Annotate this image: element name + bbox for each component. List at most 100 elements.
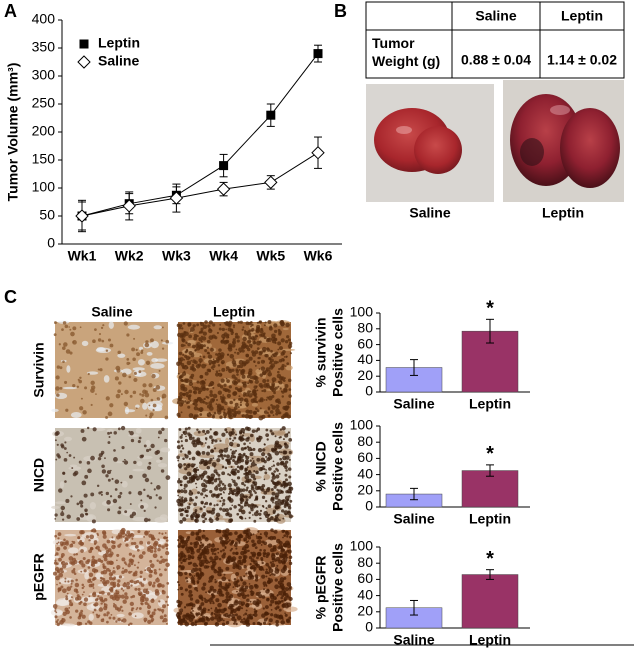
texture: [216, 517, 218, 519]
texture: [183, 322, 186, 325]
texture: [253, 481, 255, 483]
texture: [155, 517, 168, 523]
texture: [232, 358, 234, 360]
texture: [209, 510, 212, 513]
micrograph-row-label: pEGFR: [31, 553, 47, 600]
texture: [61, 570, 64, 573]
texture: [124, 459, 126, 461]
texture: [236, 488, 240, 492]
texture: [236, 591, 238, 593]
texture: [158, 544, 162, 548]
texture: [113, 567, 115, 569]
texture: [287, 504, 291, 508]
texture: [61, 562, 63, 564]
texture: [161, 469, 164, 472]
texture: [207, 325, 210, 328]
y-tick-label: 50: [39, 207, 55, 223]
texture: [235, 387, 238, 390]
y-axis-label: Positive cells: [330, 422, 346, 511]
texture: [80, 549, 84, 553]
texture: [139, 554, 144, 559]
texture: [54, 610, 56, 612]
texture: [75, 583, 79, 587]
texture: [91, 404, 93, 406]
texture: [226, 379, 230, 383]
texture: [121, 588, 123, 590]
texture: [289, 342, 292, 345]
texture: [185, 427, 188, 430]
texture: [212, 462, 217, 467]
texture: [68, 326, 70, 328]
texture: [277, 499, 280, 502]
texture: [217, 353, 221, 357]
texture: [264, 471, 267, 474]
texture: [227, 394, 231, 398]
texture: [232, 566, 235, 569]
texture: [245, 455, 247, 457]
texture: [224, 547, 226, 549]
texture: [249, 357, 253, 361]
texture: [141, 454, 144, 457]
texture: [146, 361, 150, 365]
texture: [179, 608, 183, 612]
texture: [88, 373, 90, 375]
texture: [101, 340, 104, 343]
texture: [199, 409, 202, 412]
texture: [143, 578, 146, 581]
texture: [258, 513, 261, 516]
texture: [244, 447, 247, 450]
texture: [62, 346, 66, 350]
texture: [182, 372, 186, 376]
texture: [230, 549, 232, 551]
texture: [59, 582, 61, 584]
texture: [188, 351, 192, 355]
texture: [214, 581, 216, 583]
texture: [163, 618, 168, 623]
texture: [113, 457, 118, 462]
x-tick-label: Saline: [393, 396, 434, 412]
texture: [69, 616, 72, 619]
texture: [278, 502, 282, 506]
texture: [71, 596, 73, 598]
texture: [109, 436, 111, 438]
texture: [238, 556, 242, 560]
texture: [208, 609, 210, 611]
texture: [253, 411, 257, 415]
texture: [216, 403, 218, 405]
texture: [79, 622, 83, 626]
texture: [130, 503, 132, 505]
texture: [164, 543, 168, 547]
texture: [141, 603, 144, 606]
texture: [184, 484, 188, 488]
texture: [233, 489, 236, 492]
texture: [188, 325, 190, 327]
texture: [145, 393, 150, 398]
texture: [285, 604, 289, 608]
texture: [178, 572, 183, 577]
texture: [79, 530, 83, 534]
texture: [275, 435, 277, 437]
texture: [99, 597, 103, 601]
texture: [275, 399, 279, 403]
texture: [182, 393, 186, 397]
texture: [219, 324, 221, 326]
texture: [243, 614, 245, 616]
texture: [255, 471, 259, 475]
texture: [238, 398, 241, 401]
texture: [265, 500, 267, 502]
texture: [242, 341, 246, 345]
texture: [240, 535, 243, 538]
texture: [257, 552, 262, 557]
texture: [103, 566, 107, 570]
texture: [284, 565, 287, 568]
texture: [210, 428, 212, 430]
texture: [54, 321, 57, 324]
texture: [221, 340, 223, 342]
texture: [222, 499, 225, 502]
texture: [211, 612, 213, 614]
texture: [257, 409, 260, 412]
texture: [290, 352, 292, 354]
texture: [265, 433, 269, 437]
texture: [212, 508, 216, 512]
texture: [250, 452, 254, 456]
